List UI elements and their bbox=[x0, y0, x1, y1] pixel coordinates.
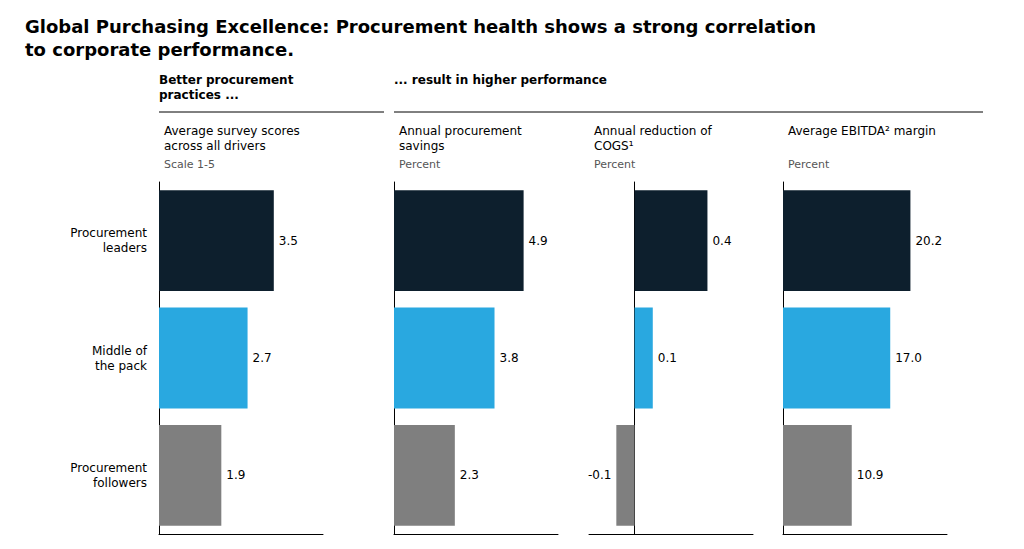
svg-text:3.8: 3.8 bbox=[500, 351, 519, 365]
svg-text:across all drivers: across all drivers bbox=[164, 139, 266, 153]
svg-text:Procurement: Procurement bbox=[70, 461, 147, 475]
svg-text:Global Purchasing Excellence:: Global Purchasing Excellence: Procuremen… bbox=[25, 16, 816, 37]
svg-text:Average survey scores: Average survey scores bbox=[164, 124, 300, 138]
svg-text:COGS¹: COGS¹ bbox=[594, 139, 634, 153]
svg-text:Annual procurement: Annual procurement bbox=[399, 124, 522, 138]
svg-text:-0.1: -0.1 bbox=[588, 468, 611, 482]
svg-text:4.9: 4.9 bbox=[529, 234, 548, 248]
svg-text:Percent: Percent bbox=[788, 158, 830, 171]
svg-text:17.0: 17.0 bbox=[895, 351, 922, 365]
svg-text:to corporate performance.: to corporate performance. bbox=[25, 39, 294, 60]
svg-text:10.9: 10.9 bbox=[857, 468, 884, 482]
svg-text:0.1: 0.1 bbox=[658, 351, 677, 365]
svg-text:leaders: leaders bbox=[103, 241, 147, 255]
svg-text:the pack: the pack bbox=[95, 359, 147, 373]
svg-text:savings: savings bbox=[399, 139, 445, 153]
svg-text:Scale 1-5: Scale 1-5 bbox=[164, 158, 215, 171]
svg-text:... result in higher performan: ... result in higher performance bbox=[394, 73, 607, 87]
svg-text:2.3: 2.3 bbox=[460, 468, 479, 482]
svg-text:Annual reduction of: Annual reduction of bbox=[594, 124, 713, 138]
svg-text:0.4: 0.4 bbox=[712, 234, 731, 248]
svg-text:3.5: 3.5 bbox=[279, 234, 298, 248]
svg-text:Percent: Percent bbox=[594, 158, 636, 171]
svg-text:Percent: Percent bbox=[399, 158, 441, 171]
svg-text:followers: followers bbox=[93, 476, 147, 490]
svg-text:20.2: 20.2 bbox=[915, 234, 942, 248]
svg-text:Better procurement: Better procurement bbox=[159, 73, 294, 87]
svg-text:2.7: 2.7 bbox=[253, 351, 272, 365]
svg-text:Procurement: Procurement bbox=[70, 226, 147, 240]
svg-text:1.9: 1.9 bbox=[226, 468, 245, 482]
svg-text:Middle of: Middle of bbox=[92, 344, 148, 358]
svg-text:practices ...: practices ... bbox=[159, 88, 239, 102]
svg-text:Average EBITDA² margin: Average EBITDA² margin bbox=[788, 124, 936, 138]
